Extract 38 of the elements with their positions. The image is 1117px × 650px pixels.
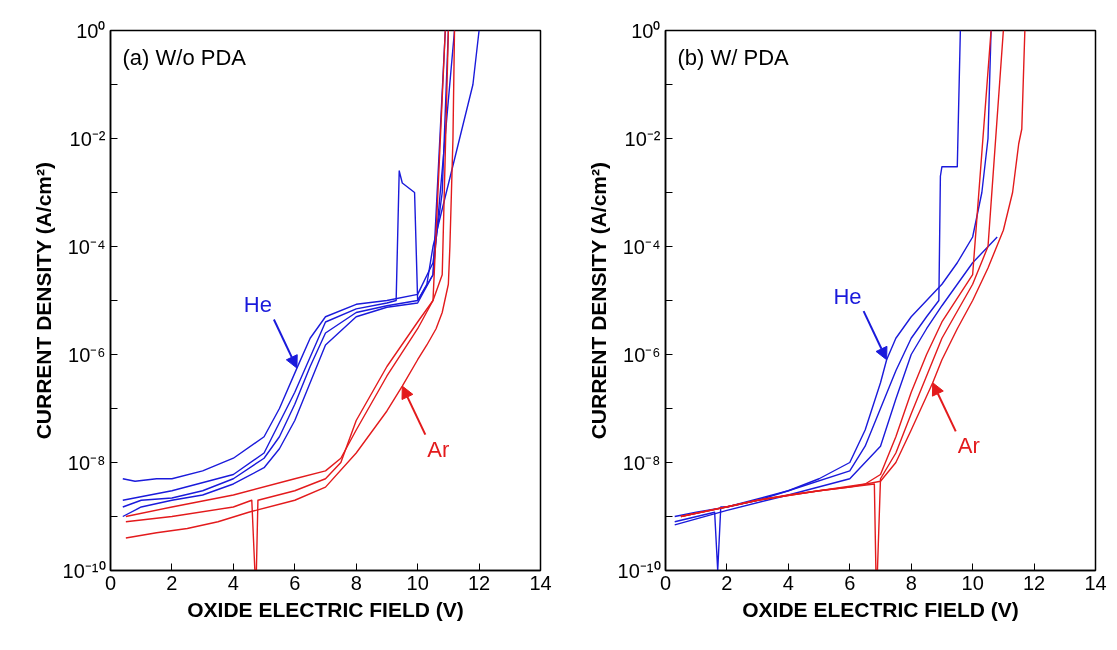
y-tick-label: 10⁰ bbox=[631, 19, 661, 42]
x-tick-label: 10 bbox=[406, 571, 429, 594]
x-axis-title: OXIDE ELECTRIC FIELD (V) bbox=[187, 597, 464, 621]
x-tick-label: 2 bbox=[721, 571, 733, 594]
y-tick-label: 10⁻¹⁰ bbox=[617, 559, 661, 582]
x-tick-label: 4 bbox=[782, 571, 794, 594]
annotation: He bbox=[243, 292, 272, 318]
x-tick-label: 8 bbox=[905, 571, 917, 594]
y-tick-label: 10⁻⁶ bbox=[68, 343, 106, 366]
y-axis-title: CURRENT DENSITY (A/cm²) bbox=[586, 162, 610, 440]
y-tick-label: 10⁻² bbox=[624, 127, 661, 150]
y-tick-label: 10⁻⁸ bbox=[67, 451, 106, 474]
x-tick-label: 10 bbox=[961, 571, 984, 594]
x-tick-label: 0 bbox=[104, 571, 117, 594]
y-tick-label: 10⁰ bbox=[76, 19, 106, 42]
x-tick-label: 14 bbox=[529, 571, 552, 594]
text: (b) W/ PDA bbox=[677, 44, 790, 70]
y-tick-label: 10⁻⁴ bbox=[622, 235, 661, 258]
x-tick-label: 12 bbox=[467, 571, 491, 594]
y-tick-label: 10⁻² bbox=[69, 127, 106, 150]
text: (a) W/o PDA bbox=[122, 44, 247, 70]
annotation: He bbox=[833, 284, 862, 310]
y-axis-title: CURRENT DENSITY (A/cm²) bbox=[31, 162, 55, 440]
y-tick-label: 10⁻⁸ bbox=[622, 451, 661, 474]
y-tick-label: 10⁻⁴ bbox=[67, 235, 106, 258]
y-tick-label: 10⁻¹⁰ bbox=[62, 559, 106, 582]
x-tick-label: 12 bbox=[1022, 571, 1046, 594]
x-tick-label: 14 bbox=[1084, 571, 1107, 594]
annotation: Ar bbox=[427, 436, 450, 462]
x-tick-label: 0 bbox=[659, 571, 672, 594]
x-tick-label: 8 bbox=[350, 571, 362, 594]
x-tick-label: 6 bbox=[289, 571, 301, 594]
x-tick-label: 2 bbox=[166, 571, 178, 594]
annotation: Ar bbox=[957, 433, 980, 459]
x-tick-label: 6 bbox=[844, 571, 856, 594]
x-tick-label: 4 bbox=[227, 571, 239, 594]
y-tick-label: 10⁻⁶ bbox=[623, 343, 661, 366]
x-axis-title: OXIDE ELECTRIC FIELD (V) bbox=[742, 597, 1019, 621]
